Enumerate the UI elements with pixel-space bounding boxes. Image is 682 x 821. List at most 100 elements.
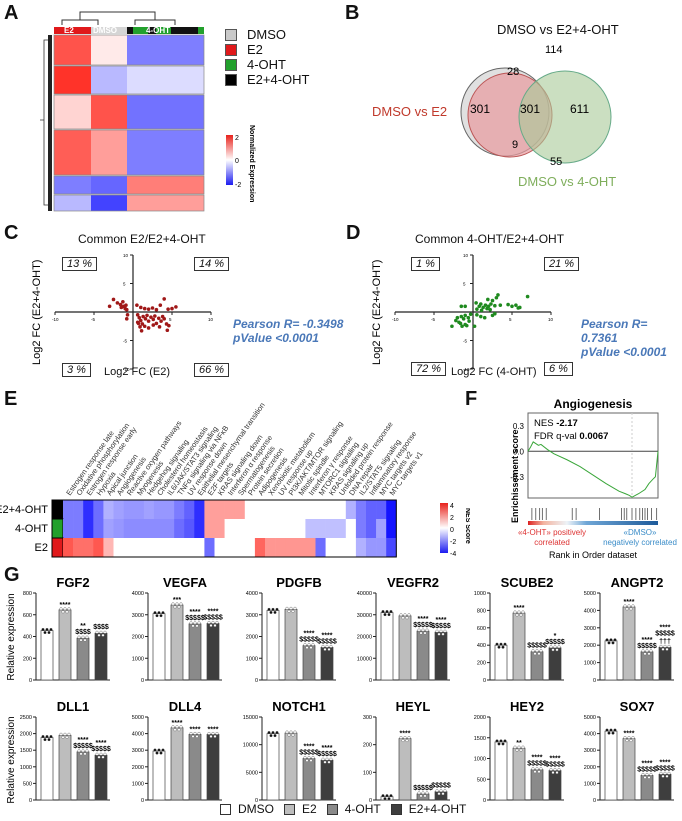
data-point: [419, 794, 423, 798]
bar: [512, 747, 526, 801]
data-point: [329, 644, 333, 648]
heatmap-cell: [244, 519, 256, 538]
scatter-point: [154, 307, 159, 312]
heatmap-cell: [54, 176, 91, 194]
scatter-point: [514, 303, 518, 307]
scatter-point: [475, 313, 479, 317]
y-tick-label: 200: [23, 656, 32, 662]
data-point: [287, 733, 291, 737]
data-point: [495, 642, 499, 646]
scatter-point: [494, 295, 499, 300]
y-tick-label: 0: [29, 678, 32, 684]
scatter-point: [142, 324, 147, 329]
heatmap-cell: [295, 500, 306, 519]
scatter-point: [466, 315, 471, 320]
legend-swatch: [225, 58, 237, 71]
y-tick-label: 0: [369, 798, 372, 804]
data-point: [441, 632, 445, 636]
star-annotation: ****: [208, 726, 219, 733]
data-point: [557, 768, 561, 772]
data-point: [329, 757, 333, 761]
data-point: [399, 736, 403, 740]
data-point: [305, 758, 309, 762]
bar: [548, 647, 562, 681]
data-point: [401, 739, 405, 743]
heatmap-cell: [113, 500, 124, 519]
heatmap-cell: [93, 519, 104, 538]
colorbar-tick: 2: [235, 135, 239, 142]
heatmap-cell: [164, 519, 175, 538]
bar: [284, 732, 298, 801]
scatter-point: [139, 305, 143, 310]
data-point: [61, 735, 65, 739]
panel-c-pvalue: pValue <0.0001: [233, 331, 319, 345]
row-cluster-frame: [53, 194, 205, 212]
colorbar-tick: 4: [450, 503, 454, 510]
column-group-bar: [91, 27, 127, 34]
scatter-point: [454, 318, 458, 323]
heatmap-cell: [325, 500, 336, 519]
data-point: [417, 791, 421, 795]
data-point: [403, 613, 407, 617]
dollar-annotation: $$$$$: [655, 630, 675, 637]
data-point: [171, 725, 175, 729]
star-annotation: ****: [96, 740, 107, 747]
panel-d-scatter: -10 -5 5 10 10 5 -5 -10 Log2 FC (E2+4-OHT): [371, 253, 554, 372]
bar: [94, 754, 108, 801]
colorbar-tick: 0: [450, 527, 454, 534]
dollar-annotation: $$$$$: [317, 638, 337, 645]
y-tick-label: 400: [477, 643, 486, 649]
scatter-point: [460, 324, 464, 329]
heatmap-cell: [83, 519, 94, 538]
legend-label: 4-OHT: [344, 802, 381, 816]
dollar-annotation: $$$$: [93, 624, 109, 631]
data-point: [267, 731, 271, 735]
nes-text: NES -2.17: [534, 418, 578, 429]
gene-title: DLL1: [57, 699, 90, 714]
row-annotation-bar: [48, 35, 52, 211]
heatmap-cell: [133, 500, 145, 519]
data-point: [159, 614, 163, 618]
data-point: [631, 604, 635, 608]
data-point: [207, 731, 211, 735]
data-point: [385, 610, 389, 614]
data-point: [423, 631, 427, 635]
data-point: [195, 734, 199, 738]
gene-title: NOTCH1: [272, 699, 325, 714]
data-point: [497, 742, 501, 746]
y-tick-label: 20000: [357, 635, 372, 641]
data-point: [399, 613, 403, 617]
scatter-point: [472, 324, 477, 329]
data-point: [515, 613, 519, 617]
scatter-point: [518, 305, 522, 310]
data-point: [323, 647, 327, 651]
row-label: E2: [35, 542, 48, 554]
scatter-point: [455, 315, 460, 320]
scatter-point: [493, 311, 497, 316]
gene-title: PDGFB: [276, 575, 322, 590]
y-tick-label: 2000: [584, 643, 596, 649]
data-point: [273, 610, 277, 614]
y-tick-label: 0: [483, 678, 486, 684]
gene-title: ANGPT2: [611, 575, 664, 590]
data-point: [497, 645, 501, 649]
data-point: [197, 731, 201, 735]
column-group-bar: [156, 27, 171, 34]
star-annotation: *: [554, 633, 557, 640]
data-point: [99, 630, 103, 634]
colorbar-tick: -2: [450, 539, 456, 546]
heatmap-cell: [184, 519, 195, 538]
bar: [494, 644, 508, 681]
colorbar-title: Normalized Expression: [248, 125, 255, 202]
scatter-point: [463, 304, 467, 309]
heatmap-cell: [224, 500, 235, 519]
bar: [170, 727, 184, 801]
data-point: [649, 649, 653, 653]
heatmap-cell: [194, 538, 205, 557]
data-point: [519, 613, 523, 617]
bar: [188, 623, 202, 681]
data-point: [555, 771, 559, 775]
data-point: [539, 767, 543, 771]
heatmap-cell: [91, 176, 127, 194]
